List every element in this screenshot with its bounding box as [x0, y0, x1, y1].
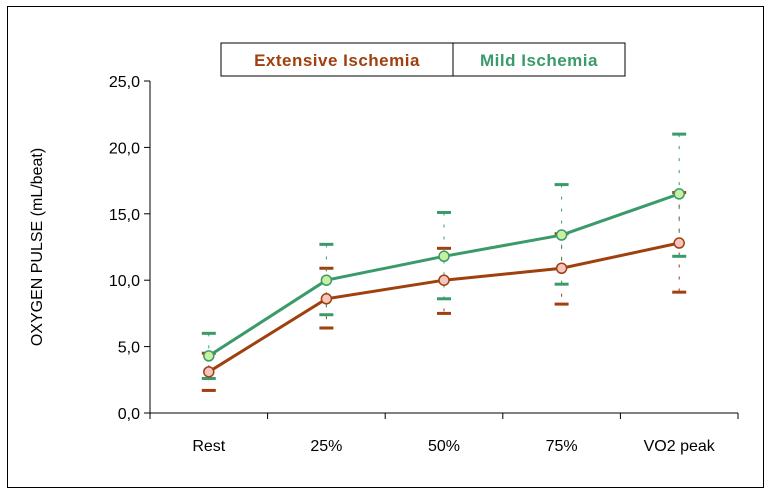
data-point: [320, 293, 333, 305]
data-point: [203, 350, 215, 362]
x-tick-label: Rest: [192, 438, 225, 455]
legend-box: [220, 42, 626, 77]
legend: Extensive Ischemia Mild Ischemia: [220, 42, 626, 77]
y-axis-title: OXYGEN PULSE (mL/beat): [29, 148, 46, 346]
y-tick-label: 10,0: [109, 273, 140, 290]
x-tick-label: VO2 peak: [644, 438, 716, 455]
x-tick-label: 50%: [428, 438, 460, 455]
data-point: [438, 250, 450, 263]
y-tick-label: 15,0: [109, 207, 140, 224]
data-point: [438, 274, 450, 286]
y-tick-label: 25,0: [109, 74, 140, 91]
x-tick-label: 25%: [310, 438, 342, 455]
error-bars: [201, 132, 687, 392]
data-point: [673, 188, 685, 200]
x-tick-label: 75%: [546, 438, 578, 455]
data-point: [320, 274, 333, 286]
chart-frame: [7, 6, 764, 488]
y-tick-label: 20,0: [109, 140, 140, 157]
axes: 0,0 5,0 10,0 15,0 20,0 25,0 Rest 25% 50% 75% VO2 p…: [29, 74, 739, 455]
y-tick-label: 0,0: [118, 406, 140, 423]
legend-entry: Mild Ischemia: [480, 51, 598, 70]
data-point: [555, 229, 568, 241]
data-point: [555, 262, 568, 274]
legend-entry: Extensive Ischemia: [254, 51, 420, 70]
data-point: [673, 237, 685, 249]
series-markers: [203, 188, 685, 378]
data-point: [203, 366, 215, 378]
y-tick-label: 5,0: [118, 340, 140, 357]
